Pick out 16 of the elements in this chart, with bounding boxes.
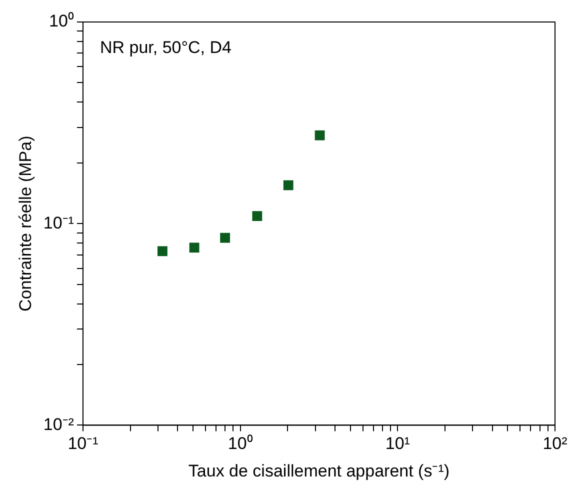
point (283, 180, 294, 190)
y-tick-label: 10⁻¹ (43, 213, 74, 232)
y-tick-label: 10⁰ (49, 12, 74, 31)
y-axis-title: Contrainte réelle (MPa) (16, 136, 35, 312)
x-tick-label: 10¹ (385, 434, 410, 454)
x-axis-title: Taux de cisaillement apparent (s⁻¹) (188, 461, 450, 480)
annotation: NR pur, 50°C, D4 (100, 38, 232, 58)
point (220, 232, 230, 243)
y-tick-label: 10⁻² (43, 414, 74, 434)
x-tick-label: 10⁰ (228, 434, 253, 454)
point (189, 242, 200, 253)
x-tick-label: 10² (542, 434, 568, 454)
x-tick-label: 10⁻¹ (68, 434, 99, 454)
point (252, 211, 262, 222)
point (314, 130, 325, 140)
point (158, 246, 168, 256)
